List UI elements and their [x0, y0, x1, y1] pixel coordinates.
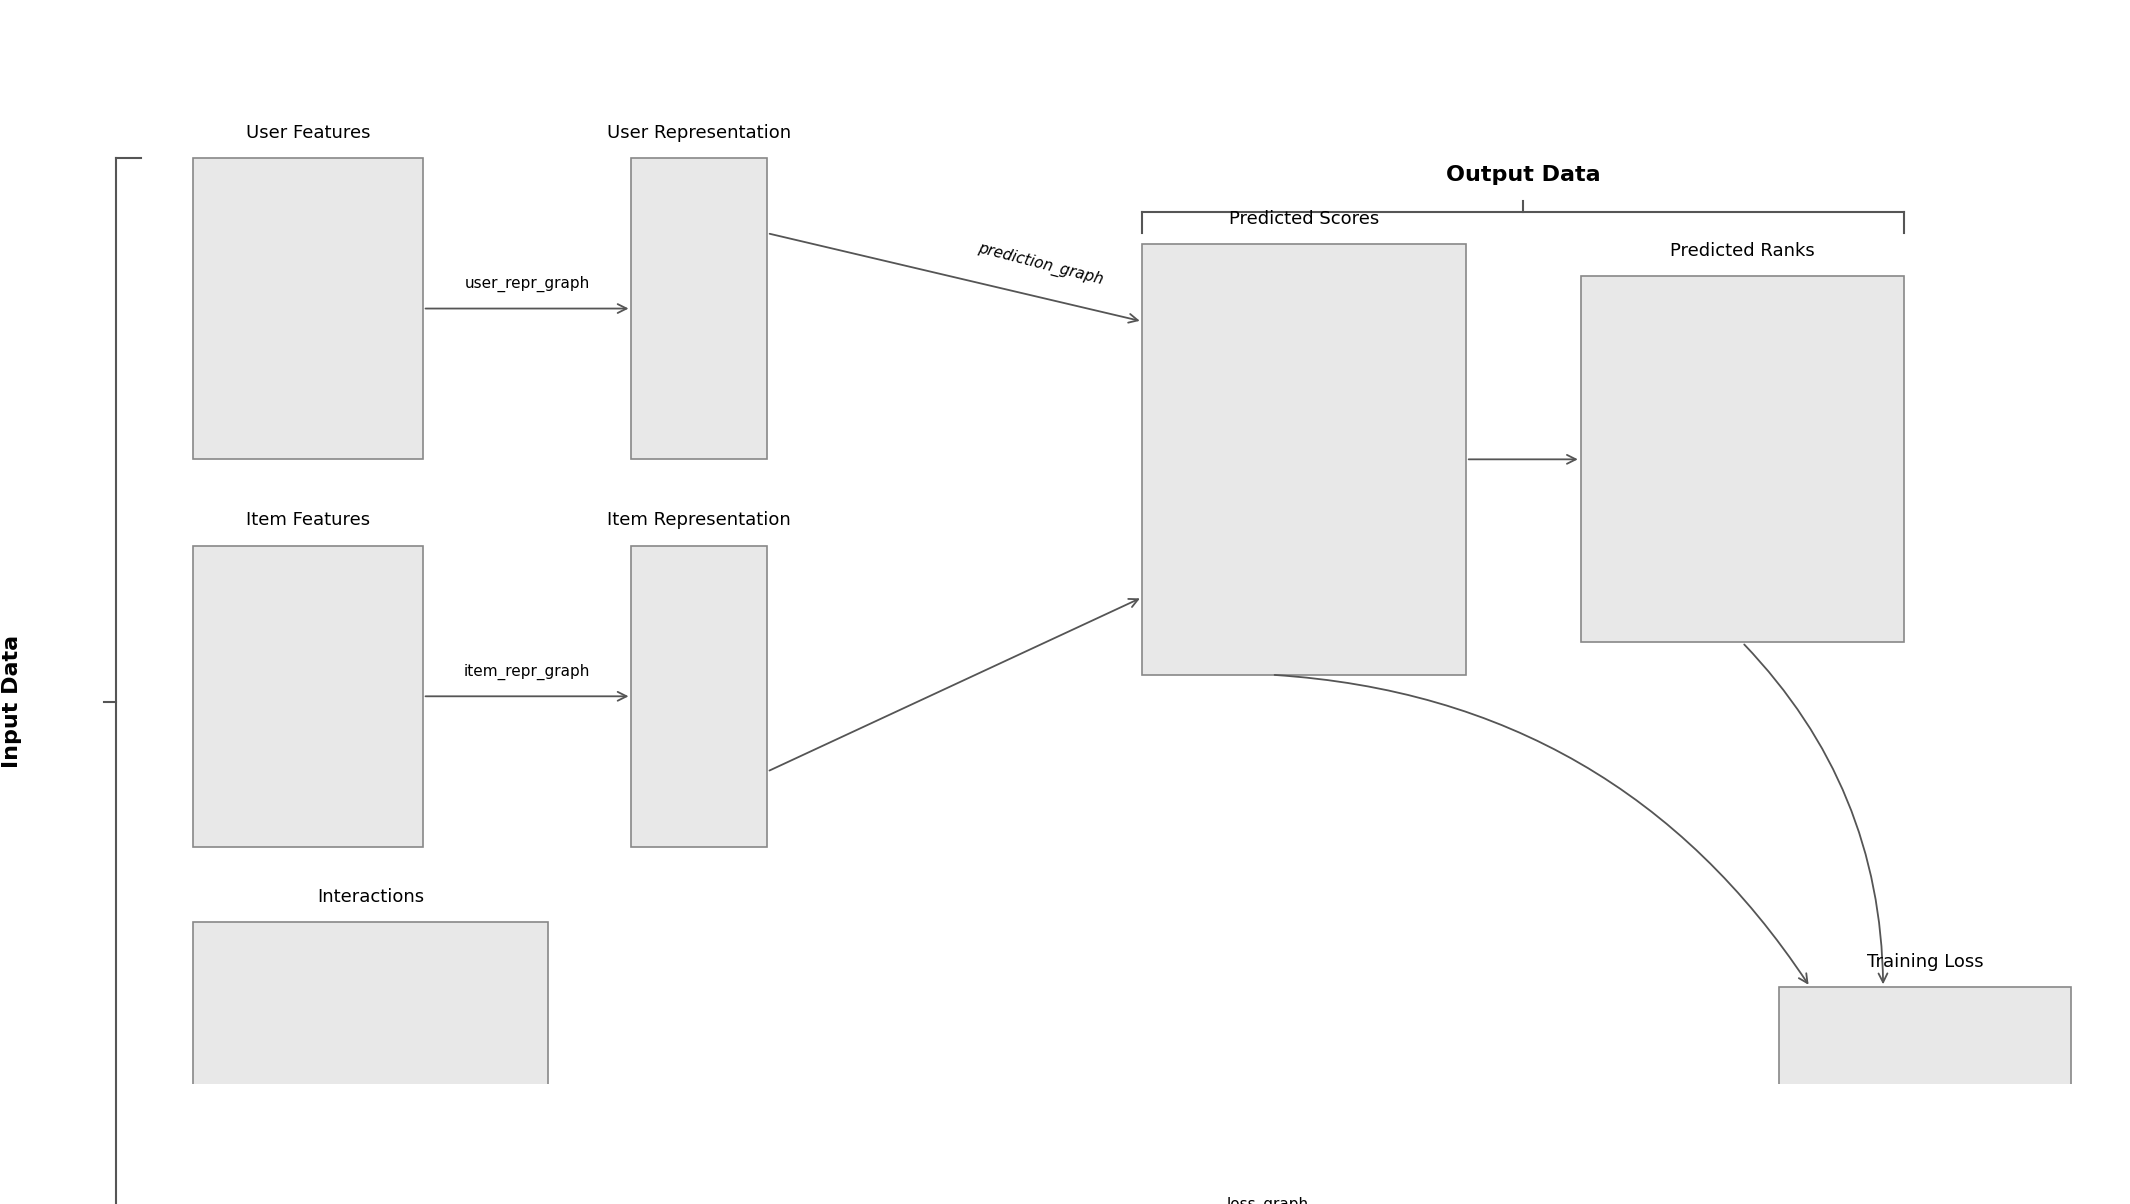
Text: Output Data: Output Data — [1446, 165, 1600, 184]
Text: Predicted Ranks: Predicted Ranks — [1670, 242, 1815, 260]
FancyBboxPatch shape — [194, 545, 422, 848]
Text: item_repr_graph: item_repr_graph — [464, 663, 590, 680]
Text: loss_graph: loss_graph — [1227, 1197, 1308, 1204]
Text: Input Data: Input Data — [2, 636, 21, 768]
FancyBboxPatch shape — [1142, 244, 1465, 674]
FancyBboxPatch shape — [1779, 987, 2070, 1204]
Text: prediction_graph: prediction_graph — [976, 240, 1105, 288]
FancyBboxPatch shape — [194, 922, 547, 1204]
Text: Training Loss: Training Loss — [1866, 954, 1983, 970]
Text: Predicted Scores: Predicted Scores — [1229, 209, 1380, 228]
Text: user_repr_graph: user_repr_graph — [464, 276, 590, 293]
Text: Item Representation: Item Representation — [607, 512, 790, 530]
FancyBboxPatch shape — [630, 545, 767, 848]
Text: User Representation: User Representation — [607, 124, 790, 142]
FancyBboxPatch shape — [630, 158, 767, 460]
Text: Item Features: Item Features — [245, 512, 371, 530]
Text: Interactions: Interactions — [317, 889, 424, 907]
FancyBboxPatch shape — [194, 158, 422, 460]
FancyBboxPatch shape — [1580, 276, 1904, 643]
Text: User Features: User Features — [245, 124, 371, 142]
